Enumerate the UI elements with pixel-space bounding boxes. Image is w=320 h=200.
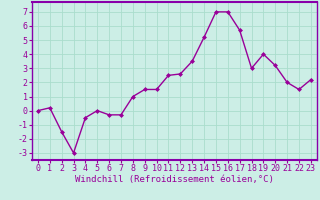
X-axis label: Windchill (Refroidissement éolien,°C): Windchill (Refroidissement éolien,°C) — [75, 175, 274, 184]
